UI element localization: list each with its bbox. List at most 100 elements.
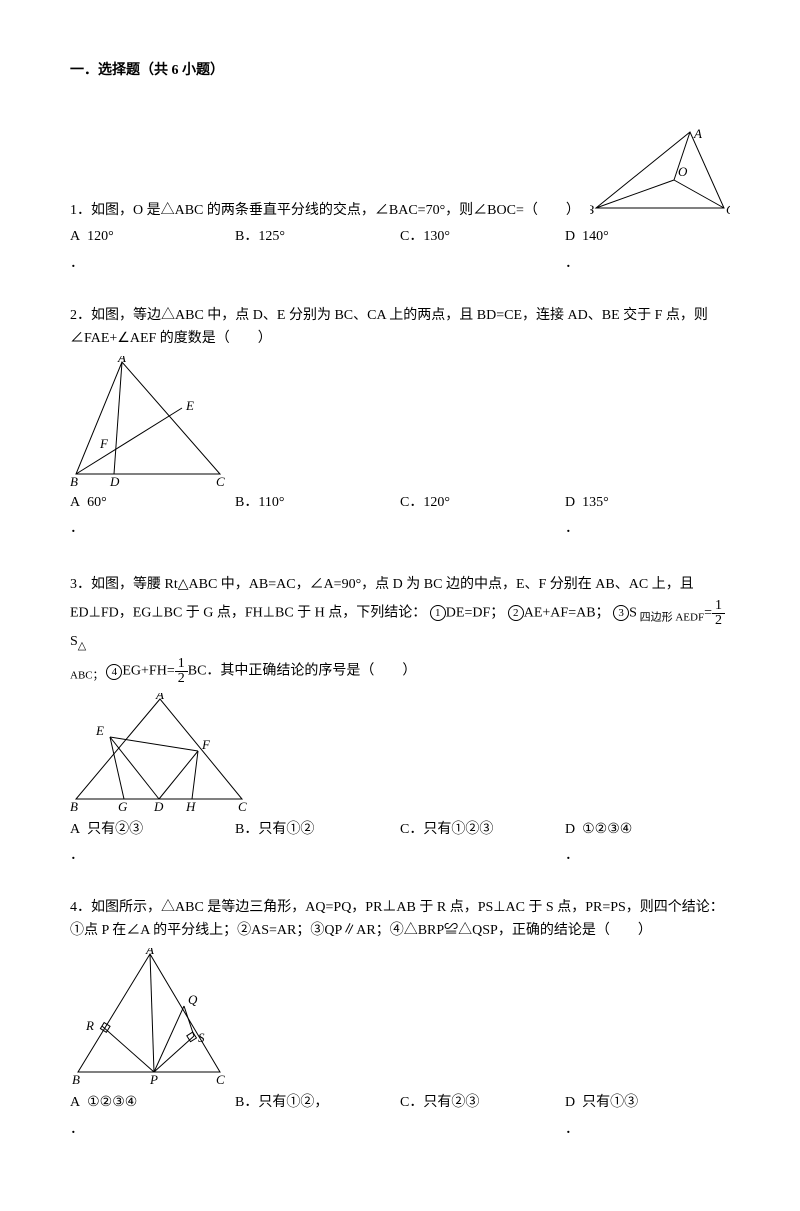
svg-text:C: C <box>238 799 247 814</box>
circle-2-icon: 2 <box>508 605 524 621</box>
svg-text:F: F <box>99 436 109 451</box>
q3-abc-sub: ABC； <box>70 670 106 682</box>
svg-text:C: C <box>726 202 730 217</box>
q4-opt-D[interactable]: 只有①③ <box>582 1092 638 1114</box>
q2-opt-D[interactable]: 135° <box>582 492 609 514</box>
q3-prompt: 3．如图，等腰 Rt△ABC 中，AB=AC，∠A=90°，点 D 为 BC 边… <box>70 571 730 687</box>
question-2: 2．如图，等边△ABC 中，点 D、E 分别为 BC、CA 上的两点，且 BD=… <box>70 305 730 541</box>
circle-1-icon: 1 <box>430 605 446 621</box>
question-4: 4．如图所示，△ABC 是等边三角形，AQ=PQ，PR⊥AB 于 R 点，PS⊥… <box>70 897 730 1141</box>
q3-options: A 只有②③ B．只有①② C．只有①②③ D ①②③④ <box>70 819 730 841</box>
opt-C-label: C． <box>400 1092 423 1114</box>
opt-C-label: C． <box>400 492 423 514</box>
q3-s3S: S <box>70 634 78 649</box>
frac-num: 1 <box>712 599 725 614</box>
svg-text:H: H <box>185 799 196 814</box>
q3-opt-D[interactable]: ①②③④ <box>582 819 632 841</box>
opt-B-label: B． <box>235 1092 258 1114</box>
q1-opt-C[interactable]: 130° <box>423 226 450 248</box>
frac-den: 2 <box>712 614 725 628</box>
opt-D-label: D <box>565 1092 575 1114</box>
q1-prompt: 1．如图，O 是△ABC 的两条垂直平分线的交点，∠BAC=70°，则∠BOC=… <box>70 200 590 222</box>
q1-figure: A B C O <box>590 128 730 220</box>
svg-text:A: A <box>145 948 154 957</box>
q4-opt-C[interactable]: 只有②③ <box>423 1092 479 1114</box>
opt-C-label: C． <box>400 819 423 841</box>
q2-opt-B[interactable]: 110° <box>258 492 284 514</box>
q3-s4p: EG+FH= <box>122 664 174 679</box>
svg-text:S: S <box>198 1030 205 1045</box>
q1-dots: ． ． <box>70 253 730 275</box>
svg-text:R: R <box>85 1018 94 1033</box>
svg-text:F: F <box>201 737 211 752</box>
q3-s2: AE+AF=AB； <box>524 605 610 620</box>
q1-options: A 120° B．125° C．130° D 140° <box>70 226 730 248</box>
q2-figure: A B C D E F <box>70 356 730 488</box>
q4-figure: A B C P Q R S <box>70 948 730 1088</box>
svg-text:B: B <box>70 799 78 814</box>
svg-text:B: B <box>70 474 78 488</box>
dot: ． <box>70 518 84 540</box>
opt-D-label: D <box>565 492 575 514</box>
svg-text:P: P <box>149 1072 158 1087</box>
q3-s4post: BC．其中正确结论的序号是（ ） <box>188 664 417 679</box>
dot: ． <box>70 1119 84 1141</box>
q3-s3s2: △ <box>78 640 86 652</box>
q4-opt-B[interactable]: 只有①②， <box>258 1092 328 1114</box>
q2-opt-C[interactable]: 120° <box>423 492 450 514</box>
fraction-half-2: 12 <box>175 657 188 686</box>
opt-B-label: B． <box>235 819 258 841</box>
opt-A-label: A <box>70 819 80 841</box>
opt-A-label: A <box>70 1092 80 1114</box>
q2-dots: ． ． <box>70 518 730 540</box>
svg-text:A: A <box>117 356 126 365</box>
dot: ． <box>565 845 579 867</box>
q3-dots: ． ． <box>70 845 730 867</box>
q3-opt-C[interactable]: 只有①②③ <box>423 819 493 841</box>
opt-B-label: B． <box>235 226 258 248</box>
q2-options: A 60° B．110° C．120° D 135° <box>70 492 730 514</box>
fraction-half: 12 <box>712 599 725 628</box>
svg-text:E: E <box>185 398 194 413</box>
opt-D-label: D <box>565 226 575 248</box>
dot: ． <box>565 253 579 275</box>
svg-text:D: D <box>153 799 164 814</box>
frac-den: 2 <box>175 672 188 686</box>
opt-D-label: D <box>565 819 575 841</box>
q1-opt-D[interactable]: 140° <box>582 226 609 248</box>
dot: ． <box>70 253 84 275</box>
q3-s3s1: 四边形 AEDF <box>637 611 704 623</box>
dot: ． <box>70 845 84 867</box>
q4-prompt: 4．如图所示，△ABC 是等边三角形，AQ=PQ，PR⊥AB 于 R 点，PS⊥… <box>70 897 730 942</box>
question-1: 1．如图，O 是△ABC 的两条垂直平分线的交点，∠BAC=70°，则∠BOC=… <box>70 122 730 275</box>
opt-C-label: C． <box>400 226 423 248</box>
circle-3-icon: 3 <box>613 605 629 621</box>
opt-A-label: A <box>70 492 80 514</box>
q4-options: A ①②③④ B．只有①②， C．只有②③ D 只有①③ <box>70 1092 730 1114</box>
q3-s1: DE=DF； <box>446 605 504 620</box>
opt-B-label: B． <box>235 492 258 514</box>
q3-figure: A B C D E F G H <box>70 693 730 815</box>
q3-s3m: = <box>704 605 712 620</box>
q3-opt-A[interactable]: 只有②③ <box>87 819 143 841</box>
circle-4-icon: 4 <box>106 664 122 680</box>
opt-A-label: A <box>70 226 80 248</box>
q2-opt-A[interactable]: 60° <box>87 492 107 514</box>
q1-opt-B[interactable]: 125° <box>258 226 285 248</box>
question-3: 3．如图，等腰 Rt△ABC 中，AB=AC，∠A=90°，点 D 为 BC 边… <box>70 571 730 868</box>
svg-text:B: B <box>72 1072 80 1087</box>
svg-text:O: O <box>678 164 688 179</box>
svg-text:E: E <box>95 723 104 738</box>
q3-opt-B[interactable]: 只有①② <box>258 819 314 841</box>
q3-s3p: S <box>629 605 637 620</box>
svg-text:A: A <box>693 128 702 141</box>
q4-opt-A[interactable]: ①②③④ <box>87 1092 137 1114</box>
q1-opt-A[interactable]: 120° <box>87 226 114 248</box>
q2-prompt: 2．如图，等边△ABC 中，点 D、E 分别为 BC、CA 上的两点，且 BD=… <box>70 305 730 350</box>
svg-text:G: G <box>118 799 128 814</box>
svg-text:Q: Q <box>188 992 198 1007</box>
svg-text:C: C <box>216 474 225 488</box>
frac-num: 1 <box>175 657 188 672</box>
svg-text:C: C <box>216 1072 225 1087</box>
svg-text:A: A <box>155 693 164 702</box>
